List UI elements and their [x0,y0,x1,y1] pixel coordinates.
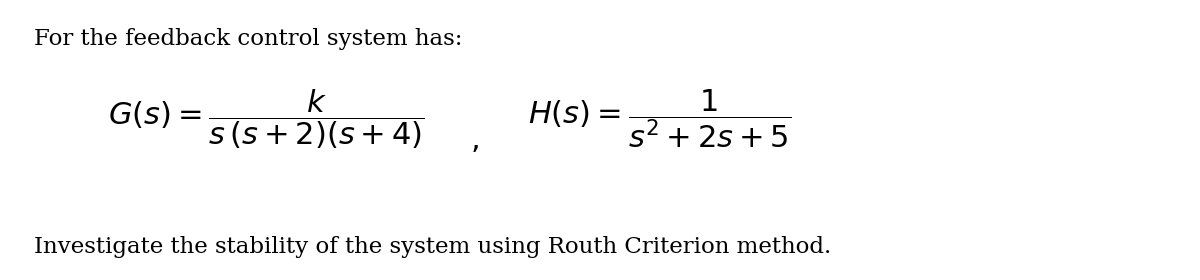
Text: $H(s){=}\dfrac{1}{s^{2}+2s+5}$: $H(s){=}\dfrac{1}{s^{2}+2s+5}$ [528,88,791,150]
Text: $,$: $,$ [469,125,479,155]
Text: $G(s){=}\dfrac{k}{s\,(s+2)(s+4)}$: $G(s){=}\dfrac{k}{s\,(s+2)(s+4)}$ [108,87,425,151]
Text: Investigate the stability of the system using Routh Criterion method.: Investigate the stability of the system … [34,235,830,258]
Text: For the feedback control system has:: For the feedback control system has: [34,28,462,50]
